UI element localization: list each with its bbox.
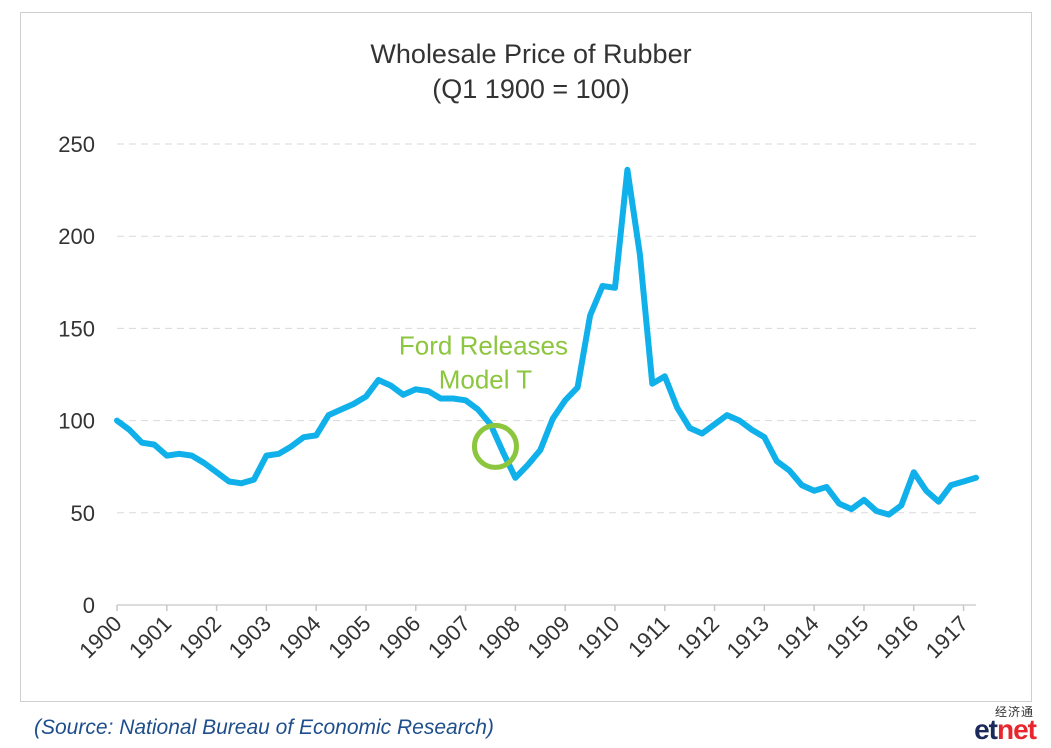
x-tick-label: 1915 — [821, 611, 873, 663]
chart-title: Wholesale Price of Rubber — [370, 39, 691, 69]
y-axis: 0 50 100 150 200 250 — [58, 132, 95, 618]
x-tick-label: 1909 — [522, 611, 574, 663]
y-tick-label: 250 — [58, 132, 95, 157]
x-tick-label: 1903 — [224, 611, 276, 663]
y-tick-label: 200 — [58, 224, 95, 249]
x-tick-label: 1901 — [124, 611, 176, 663]
x-tick-label: 1917 — [921, 611, 973, 663]
y-tick-label: 0 — [83, 593, 95, 618]
y-tick-label: 50 — [71, 501, 95, 526]
gridlines — [117, 143, 976, 514]
x-tick-label: 1905 — [323, 611, 375, 663]
annotation-label-line2: Model T — [439, 364, 533, 394]
chart-subtitle: (Q1 1900 = 100) — [432, 74, 629, 104]
x-tick-label: 1906 — [373, 611, 425, 663]
x-tick-label: 1900 — [74, 611, 126, 663]
series-line — [114, 166, 979, 518]
logo-et: et — [974, 714, 998, 745]
y-tick-label: 150 — [58, 316, 95, 341]
x-tick-label: 1911 — [623, 611, 674, 662]
x-tick-label: 1908 — [473, 611, 525, 663]
y-tick-label: 100 — [58, 409, 95, 434]
x-tick-label: 1910 — [572, 611, 624, 663]
x-tick-label: 1902 — [174, 611, 226, 663]
x-axis: 1900190119021903190419051906190719081909… — [74, 604, 976, 663]
x-tick-label: 1904 — [273, 611, 325, 663]
annotation-circle — [471, 422, 519, 470]
chart-frame — [20, 12, 1032, 702]
logo-chinese-text: 经济通 — [994, 705, 1034, 719]
line-chart: Wholesale Price of Rubber (Q1 1900 = 100… — [58, 39, 979, 663]
logo-net: net — [997, 714, 1037, 745]
x-tick-label: 1914 — [771, 611, 823, 663]
source-note: (Source: National Bureau of Economic Res… — [34, 716, 494, 739]
x-tick-label: 1912 — [672, 611, 724, 663]
x-tick-label: 1907 — [423, 611, 475, 663]
annotation-layer: Ford Releases Model T — [399, 330, 568, 470]
logo-wordmark: etnet — [974, 714, 1037, 745]
x-tick-label: 1913 — [722, 611, 774, 663]
x-tick-label: 1916 — [871, 611, 923, 663]
etnet-logo: 经济通 etnet — [968, 703, 1038, 745]
annotation-label-line1: Ford Releases — [399, 330, 568, 360]
